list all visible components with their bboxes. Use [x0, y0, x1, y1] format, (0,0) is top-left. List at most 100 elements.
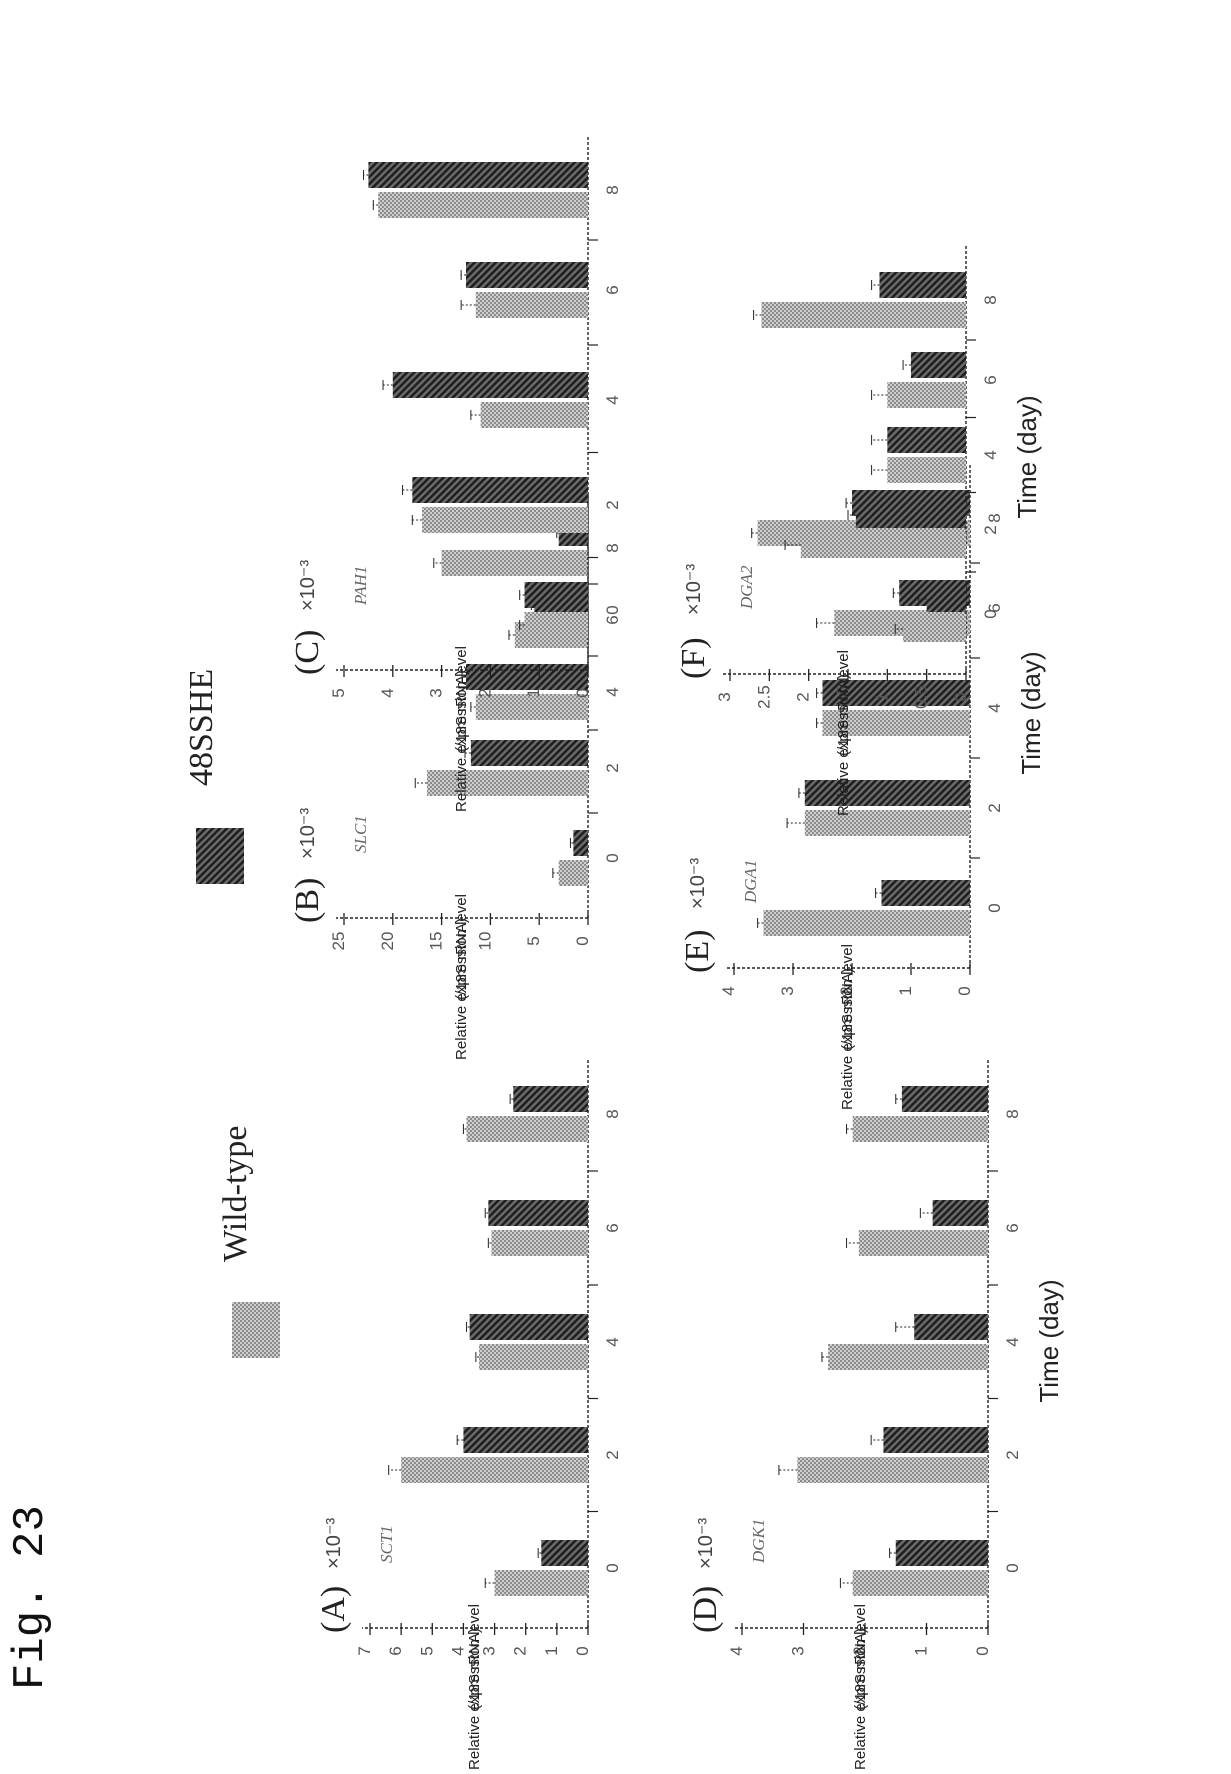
bar [804, 810, 970, 836]
bar [426, 770, 588, 796]
scale-label: ×10⁻³ [687, 858, 709, 909]
x-axis-label: Time (day) [1016, 651, 1046, 774]
bar [470, 740, 588, 766]
value-tick-label: 0 [973, 1646, 992, 1655]
value-tick-label: 1 [896, 986, 915, 995]
value-tick-label: 2 [837, 986, 856, 995]
category-tick-label: 4 [603, 687, 622, 696]
bar [412, 477, 588, 503]
category-tick-label: 8 [603, 543, 622, 552]
bar [879, 272, 966, 298]
chart-panel-1: 0 1 2 3 4 5 6 7 0 2 4 6 8 (A) ×10⁻³ SCT1 Relative expres… [315, 1059, 622, 1770]
bar [441, 550, 588, 576]
value-tick-label: 4 [727, 1646, 746, 1655]
bar [858, 1230, 988, 1256]
bar [887, 382, 966, 408]
value-tick-label: 4 [448, 1646, 467, 1655]
bar [800, 532, 966, 558]
bar [491, 1230, 588, 1256]
y-axis-label-2: (/18S rRNA) [453, 670, 470, 752]
panel-letter: (A) [315, 1586, 352, 1633]
value-tick-label: 2.5 [754, 685, 773, 709]
y-axis-label-2: (/18S rRNA) [466, 1628, 483, 1710]
category-tick-label: 2 [985, 803, 1004, 812]
value-tick-label: 0.5 [912, 685, 931, 709]
value-tick-label: 7 [355, 1646, 374, 1655]
category-tick-label: 2 [603, 1450, 622, 1459]
panel-letter: (F) [675, 637, 712, 679]
bar [524, 612, 588, 638]
bar [513, 1086, 588, 1112]
y-axis-label: Relative expression level [835, 650, 852, 816]
bar [392, 372, 588, 398]
scale-label: ×10⁻³ [297, 560, 319, 611]
category-tick-label: 0 [981, 609, 1000, 618]
bar [881, 880, 970, 906]
bar [926, 586, 966, 612]
legend-label-2: 48SSHE [183, 669, 220, 786]
category-tick-label: 0 [603, 605, 622, 614]
bar [932, 1200, 988, 1226]
value-tick-label: 1 [542, 1646, 561, 1655]
value-tick-label: 2 [475, 688, 494, 697]
bar [475, 694, 588, 720]
bar [494, 1570, 588, 1596]
bar [901, 1086, 988, 1112]
chart-panel-6: 0 0.5 1 1.5 2 2.5 3 0 2 4 6 8 (F) ×10⁻³ DGA2 Relative e… [675, 245, 1042, 816]
y-axis-label-2: (/18S rRNA) [835, 674, 852, 756]
scale-label: ×10⁻³ [683, 564, 705, 615]
bar [903, 616, 966, 642]
value-tick-label: 25 [329, 932, 348, 951]
bar [573, 830, 588, 856]
value-tick-label: 2 [850, 1646, 869, 1655]
category-tick-label: 8 [603, 185, 622, 194]
legend-swatch-2 [196, 828, 244, 884]
y-axis-label-2: (/18S rRNA) [453, 918, 470, 1000]
category-tick-label: 2 [1003, 1450, 1022, 1459]
bar [463, 1427, 588, 1453]
value-tick-label: 1 [524, 688, 543, 697]
legend-label-1: Wild-type [217, 1126, 254, 1262]
bar [883, 1427, 988, 1453]
value-tick-label: 5 [329, 688, 348, 697]
gene-label: PAH1 [351, 566, 370, 606]
gene-label: DGK1 [749, 1519, 768, 1564]
bar [852, 1570, 988, 1596]
value-tick-label: 4 [378, 688, 397, 697]
scale-label: ×10⁻³ [323, 1518, 345, 1569]
bar [914, 1314, 988, 1340]
bar [479, 1344, 588, 1370]
y-axis-label: Relative expression level [852, 1604, 869, 1770]
category-tick-label: 0 [985, 903, 1004, 912]
scale-label: ×10⁻³ [695, 1518, 717, 1569]
bar [558, 860, 588, 886]
category-tick-label: 4 [985, 703, 1004, 712]
value-tick-label: 3 [715, 692, 734, 701]
category-tick-label: 0 [603, 853, 622, 862]
value-tick-label: 0 [573, 688, 592, 697]
value-tick-label: 2 [511, 1646, 530, 1655]
value-tick-label: 6 [386, 1646, 405, 1655]
bar [895, 1540, 988, 1566]
bar [480, 402, 588, 428]
category-tick-label: 8 [1003, 1109, 1022, 1118]
panel-letter: (C) [289, 630, 326, 675]
value-tick-label: 0 [573, 1646, 592, 1655]
bar [466, 262, 588, 288]
value-tick-label: 0 [573, 936, 592, 945]
bar [887, 427, 966, 453]
category-tick-label: 0 [603, 1563, 622, 1572]
value-tick-label: 0 [951, 692, 970, 701]
chart-panel-3: 0 1 2 3 4 5 0 2 4 6 8 (C) ×10⁻³ PAH1 Relative expressi… [289, 135, 622, 812]
y-axis-label-2: (/18S rRNA) [852, 1628, 869, 1710]
gene-label: SLC1 [351, 815, 370, 853]
gene-label: SCT1 [377, 1525, 396, 1563]
category-tick-label: 4 [981, 450, 1000, 459]
value-tick-label: 3 [427, 688, 446, 697]
bar [401, 1457, 588, 1483]
value-tick-label: 1 [912, 1646, 931, 1655]
bar [422, 507, 588, 533]
value-tick-label: 15 [427, 932, 446, 951]
category-tick-label: 6 [985, 603, 1004, 612]
